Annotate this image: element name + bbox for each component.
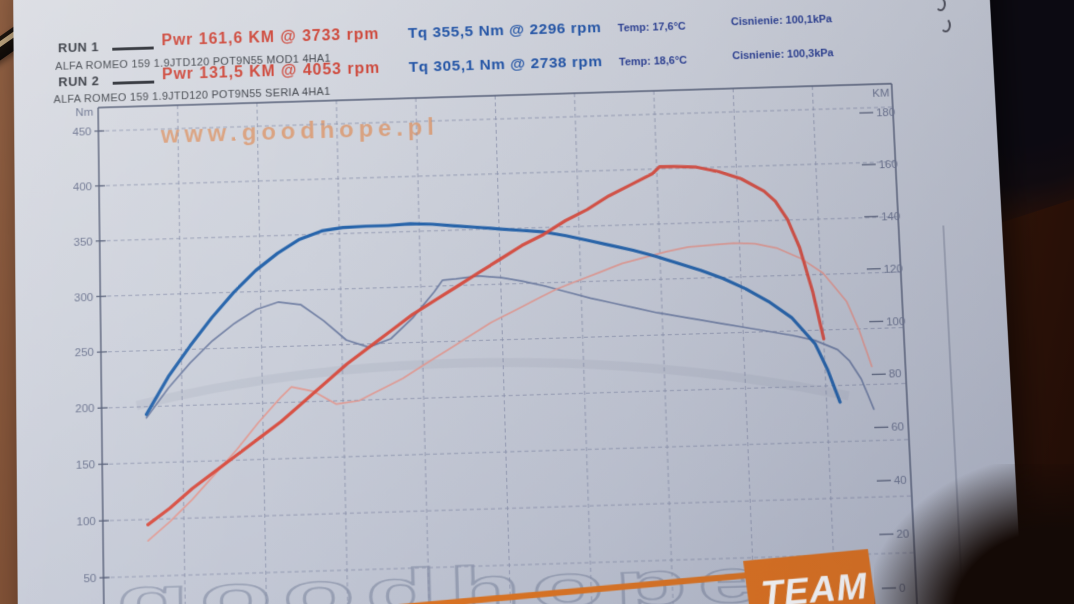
dyno-printout-paper: RUN 1 Pwr 161,6 KM @ 3733 rpm Tq 355,5 N… — [13, 0, 1024, 604]
gridline-vertical — [416, 98, 431, 604]
watermark-goodhope-url: www.goodhope.pl — [160, 114, 439, 149]
torque-axis-tick-label: 200 — [75, 403, 94, 416]
dyno-chart: goodhope www.goodhope.pl Nm 450 400 350 300 25… — [44, 78, 992, 604]
run2-torque-value: Tq 305,1 Nm @ 2738 rpm — [409, 53, 603, 76]
torque-axis-tick-label: 450 — [72, 126, 91, 138]
chart-axes: Nm 450 400 350 300 250 200 150 100 50 KM 180 160 140 1… — [72, 81, 964, 604]
power-axis-tick-label: 140 — [881, 211, 901, 224]
run1-temperature: Temp: 17,6°C — [618, 21, 686, 35]
run1-torque-value: Tq 355,5 Nm @ 2296 rpm — [408, 19, 602, 42]
curve-run-2-power-seria- — [144, 239, 879, 541]
power-axis-tick-label: 80 — [889, 368, 902, 381]
gridline-vertical — [336, 100, 349, 604]
gridline-vertical — [257, 103, 268, 604]
torque-axis-tick-label: 350 — [74, 236, 93, 249]
power-axis-unit: KM — [872, 88, 890, 100]
watermark-goodhope-outline: goodhope — [117, 544, 776, 604]
curve-run-1-power-mod1- — [143, 162, 831, 525]
desk-shadow-bottom-right — [874, 464, 1074, 604]
run1-pressure: Cisnienie: 100,1kPa — [731, 14, 833, 29]
torque-axis-tick-label: 250 — [75, 347, 94, 360]
power-axis-tick-label: 160 — [878, 159, 898, 171]
power-axis-tick-label: 100 — [886, 316, 906, 329]
gridline-vertical — [495, 96, 512, 604]
chart-grid — [98, 84, 919, 604]
gridline-vertical — [574, 93, 593, 604]
torque-axis-tick-label: 50 — [83, 573, 96, 586]
run2-label: RUN 2 — [58, 73, 99, 89]
photo-of-dyno-sheet: RUN 1 Pwr 161,6 KM @ 3733 rpm Tq 355,5 N… — [0, 0, 1074, 604]
torque-axis-tick-label: 400 — [73, 181, 92, 193]
torque-axis-tick-label: 100 — [76, 516, 95, 529]
run1-label: RUN 1 — [58, 39, 99, 55]
torque-axis-tick-label: 150 — [76, 459, 95, 472]
dyno-curves — [143, 161, 879, 541]
run2-legend-line — [113, 81, 155, 85]
power-axis-tick-label: 120 — [883, 263, 903, 276]
paper-curl-mark — [940, 18, 952, 33]
curve-run-2-torque-seria- — [145, 264, 874, 431]
torque-axis-unit: Nm — [75, 107, 93, 119]
power-axis-tick-label: 60 — [891, 422, 904, 435]
run1-legend-line — [112, 47, 153, 51]
run2-pressure: Cisnienie: 100,3kPa — [732, 47, 834, 62]
watermark-swoosh — [136, 351, 848, 417]
paper-curl-mark — [935, 0, 947, 11]
torque-axis-tick-label: 300 — [74, 292, 93, 305]
torque-axis-line — [98, 108, 104, 604]
run1-power-value: Pwr 161,6 KM @ 3733 rpm — [161, 26, 379, 50]
power-axis-tick-label: 180 — [876, 107, 896, 119]
run2-temperature: Temp: 18,6°C — [619, 55, 687, 69]
watermark-layer: goodhope www.goodhope.pl — [111, 102, 859, 604]
